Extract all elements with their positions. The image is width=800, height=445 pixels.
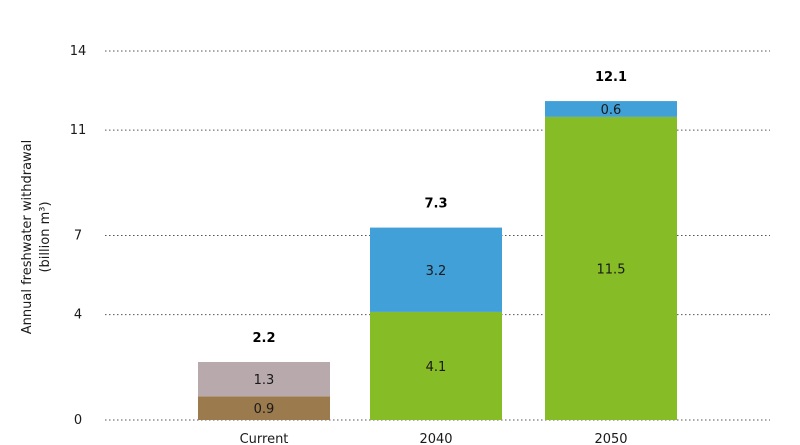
- y-axis-ticks: 0 4 7 11 14: [70, 44, 87, 428]
- y-axis-title-line2: (billion m³): [38, 201, 53, 272]
- bar-total-label: 7.3: [424, 197, 447, 212]
- bar-segment-value-label: 0.9: [254, 402, 275, 417]
- y-tick-label: 11: [70, 123, 87, 138]
- bar-segment: [545, 101, 677, 117]
- bar-segment-value-label: 3.2: [426, 264, 447, 279]
- x-category-label: 2040: [419, 432, 452, 445]
- y-tick-label: 14: [70, 44, 87, 59]
- y-tick-label: 0: [74, 413, 82, 428]
- segment-labels: 0.9 1.3 4.1 3.2 11.5 0.6: [254, 103, 626, 417]
- bar-segment: [198, 362, 330, 397]
- bar-segment: [370, 227, 502, 312]
- bar-segment: [545, 116, 677, 421]
- bar-segment: [370, 311, 502, 420]
- y-axis-title-line1: Annual freshwater withdrawal: [20, 140, 35, 335]
- y-tick-label: 7: [74, 229, 82, 244]
- x-category-label: Current: [240, 432, 289, 445]
- bar-segment: [198, 396, 330, 420]
- x-category-label: 2050: [594, 432, 627, 445]
- total-labels: 2.2 7.3 12.1: [252, 70, 627, 346]
- bar-total-label: 2.2: [252, 331, 275, 346]
- bar-segment-value-label: 1.3: [254, 373, 275, 388]
- bar-segment-value-label: 11.5: [597, 262, 626, 277]
- bars: [198, 101, 677, 421]
- y-tick-label: 4: [74, 308, 82, 323]
- bar-total-label: 12.1: [595, 70, 627, 85]
- x-axis-categories: Current 2040 2050: [240, 432, 628, 445]
- bar-segment-value-label: 4.1: [426, 360, 447, 375]
- bar-segment-value-label: 0.6: [601, 103, 622, 118]
